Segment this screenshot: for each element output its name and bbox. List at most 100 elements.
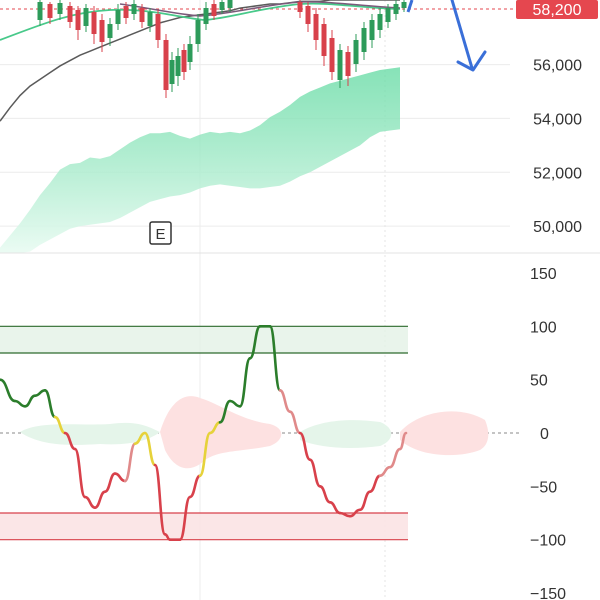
oscillator-zones	[0, 325, 408, 541]
candle	[107, 18, 113, 46]
candle	[163, 34, 169, 98]
candle	[329, 30, 335, 80]
candle	[57, 0, 63, 20]
candle	[353, 34, 359, 72]
oscillator-tick-label: −50	[530, 479, 557, 496]
oscillator-ribbon	[20, 396, 489, 469]
candle	[47, 2, 53, 24]
event-marker[interactable]: E	[149, 221, 172, 245]
forecast-arrow-icon	[406, 0, 487, 72]
price-grid	[0, 0, 515, 600]
oscillator-tick-label: 50	[530, 373, 548, 390]
oscillator-segment	[13, 399, 27, 408]
candle	[321, 18, 327, 66]
candle	[75, 6, 81, 40]
price-tick-label: 52,000	[533, 165, 582, 182]
oscillator-segment	[83, 495, 97, 509]
oscillator-segment	[378, 465, 392, 477]
candle	[91, 6, 97, 44]
current-price-badge: 58,200	[516, 0, 598, 19]
candle	[195, 14, 201, 52]
oversold-zone	[0, 513, 408, 540]
oscillator-line	[0, 325, 408, 541]
current-price-label: 58,200	[533, 2, 582, 19]
candle	[37, 0, 43, 26]
candle	[313, 8, 319, 50]
candlesticks	[37, 0, 407, 98]
oscillator-segment	[73, 447, 87, 499]
oscillator-segment	[288, 410, 302, 435]
candle	[181, 44, 187, 80]
oscillator-segment	[188, 474, 202, 499]
oscillator-segment	[238, 357, 252, 408]
overbought-zone	[0, 326, 408, 353]
oscillator-segment	[103, 472, 117, 493]
cloud-band	[0, 67, 400, 253]
ribbon-bearish	[160, 396, 282, 469]
candle	[99, 14, 105, 52]
candle	[337, 44, 343, 88]
candle	[169, 52, 175, 92]
oscillator-segment	[23, 394, 37, 408]
oscillator-tick-label: −150	[530, 586, 566, 600]
oscillator-segment	[268, 325, 282, 392]
oscillator-segment	[0, 378, 17, 403]
oscillator-segment	[388, 447, 402, 469]
candle	[131, 0, 137, 20]
candle	[155, 10, 161, 48]
candle	[123, 2, 129, 24]
oscillator-axis: 150 100 50 0 −50 −100 −150	[530, 266, 566, 600]
oscillator-segment	[248, 325, 262, 360]
candle	[219, 0, 225, 14]
ribbon-bullish	[20, 422, 160, 445]
oscillator-segment	[278, 389, 292, 413]
oscillator-segment	[113, 472, 127, 483]
candle	[297, 0, 303, 18]
oscillator-segment	[368, 474, 382, 493]
candle	[305, 2, 311, 32]
candle	[187, 36, 193, 70]
oscillator-segment	[43, 389, 57, 419]
oscillator-segment	[328, 501, 342, 515]
oscillator-tick-label: 150	[530, 266, 557, 283]
slow-moving-average	[119, 1, 401, 17]
candle	[377, 8, 383, 38]
oscillator-tick-label: 100	[530, 319, 557, 336]
candle	[401, 0, 407, 12]
oscillator-tick-label: 0	[540, 426, 549, 443]
candle	[115, 4, 121, 30]
candle	[147, 8, 153, 32]
ribbon-bearish	[400, 411, 489, 456]
candle	[369, 14, 375, 48]
candle	[385, 4, 391, 28]
candle	[175, 48, 181, 86]
candle	[83, 4, 89, 32]
long-moving-average	[0, 0, 400, 122]
event-marker-label: E	[155, 226, 165, 243]
oscillator-segment	[298, 431, 312, 461]
price-tick-label: 50,000	[533, 219, 582, 236]
oscillator-segment	[358, 490, 372, 512]
oscillator-segment	[318, 485, 332, 504]
oscillator-segment	[228, 399, 242, 408]
oscillator-segment	[143, 431, 157, 467]
oscillator-segment	[123, 442, 137, 483]
price-tick-label: 56,000	[533, 58, 582, 75]
oscillator-segment	[33, 389, 47, 397]
candle	[361, 22, 367, 60]
candle	[211, 0, 217, 20]
oscillator-segment	[153, 463, 167, 536]
candle	[227, 0, 233, 12]
oscillator-segment	[93, 490, 107, 509]
ribbon-bullish	[300, 420, 392, 448]
candle	[67, 2, 73, 28]
price-tick-label: 54,000	[533, 111, 582, 128]
candle	[139, 4, 145, 28]
candle	[345, 46, 351, 86]
oscillator-pane[interactable]: 150 100 50 0 −50 −100 −150	[0, 266, 566, 600]
candle	[203, 2, 209, 30]
oscillator-tick-label: −100	[530, 533, 566, 550]
